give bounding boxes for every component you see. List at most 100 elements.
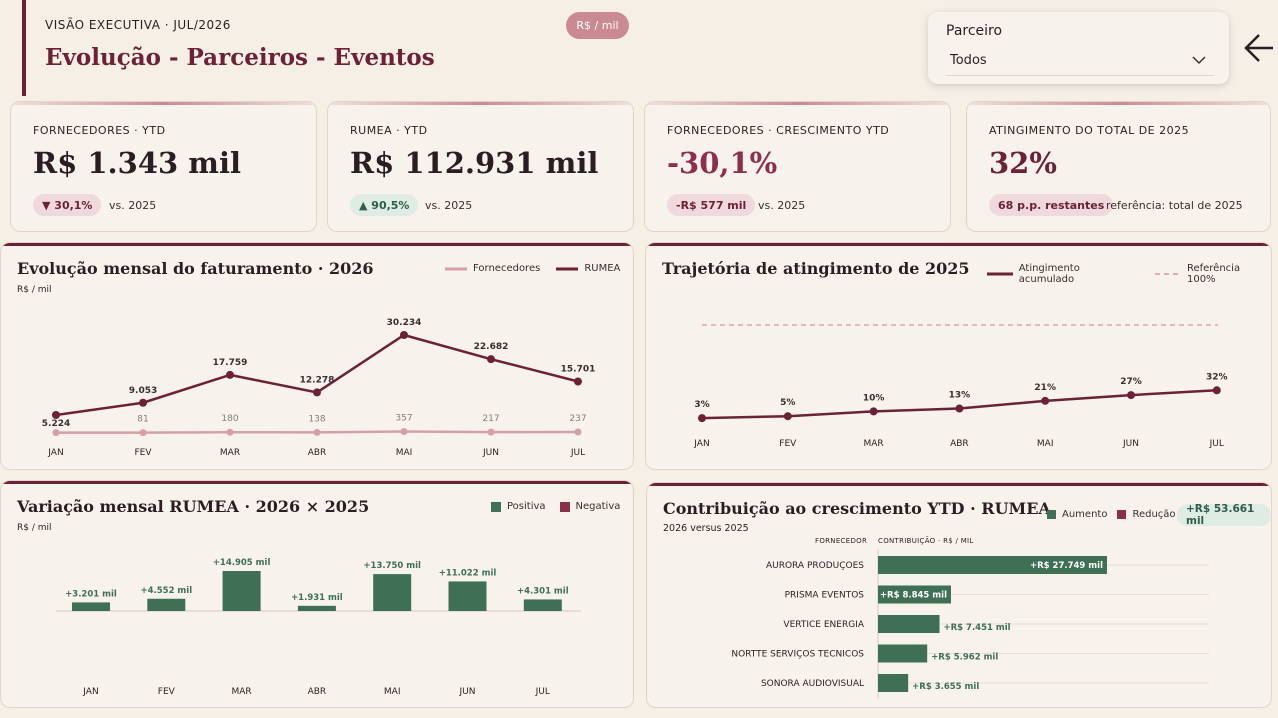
back-arrow-icon[interactable] [1243,32,1275,68]
kpi-value: R$ 112.931 mil [350,146,599,180]
data-label-fornecedores: 81 [137,415,148,425]
x-tick-label: JUL [570,448,585,458]
column-header-supplier: FORNECEDOR [815,537,868,545]
data-label-atingimento: 10% [863,393,885,403]
data-label-rumea: 22.682 [474,342,509,352]
data-label-contribution: +R$ 27.749 mil [1030,561,1103,571]
data-label-rumea: 15.701 [561,364,596,374]
kpi-note: referência: total de 2025 [1106,199,1243,212]
data-point-atingimento [1041,396,1050,405]
data-point-rumea [487,355,495,364]
variation-chart: +3.201 mil +4.552 mil +14.905 mil +1.931 mi… [56,558,581,697]
chart-unit: R$ / mil [17,523,52,533]
card-accent [646,243,1271,246]
data-label-variation: +1.931 mil [291,593,343,603]
data-label-variation: +14.905 mil [213,558,271,568]
data-label-fornecedores: 237 [569,414,586,424]
column-header-contribution: CONTRIBUIÇÃO · R$ / MIL [878,537,974,545]
header-accent-bar [22,0,26,96]
x-tick-label: JUN [482,448,499,458]
data-label-rumea: 17.759 [213,358,248,368]
legend-swatch-negativa [559,501,570,512]
kpi-note: vs. 2025 [758,199,806,212]
x-tick-label: MAI [396,448,413,458]
legend-label: Referência 100% [1186,263,1241,285]
chart-legend: Aumento Redução [1047,509,1176,520]
partner-filter: Parceiro Todos [928,12,1229,84]
legend-label: Atingimento acumulado [1018,263,1080,285]
data-point-atingimento [698,414,706,423]
data-point-fornecedores [52,429,60,437]
partner-filter-label: Parceiro [946,23,1003,39]
x-tick-label: FEV [158,687,176,697]
kpi-note: vs. 2025 [109,199,157,212]
data-label-rumea: 5.224 [42,419,70,429]
kpi-label: ATINGIMENTO DO TOTAL DE 2025 [989,124,1190,137]
kpi-accent [328,102,633,105]
chart-subtitle: 2026 versus 2025 [663,523,749,534]
supplier-label: SONORA AUDIOVISUAL [761,679,864,689]
x-tick-label: MAI [384,687,401,697]
bar-variation [297,605,336,611]
data-point-fornecedores [574,428,582,436]
data-label-contribution: +R$ 5.962 mil [931,653,998,663]
kpi-card-fornecedores-ytd: FORNECEDORES · YTD R$ 1.343 mil ▼ 30,1% … [10,101,317,232]
x-tick-label: JUN [459,687,476,697]
legend-swatch-referencia [1155,273,1181,275]
bar-variation [147,598,186,611]
legend-label: RUMEA [584,263,621,274]
supplier-label: VERTICE ENERGIA [783,620,864,630]
kpi-remaining-badge: 68 p.p. restantes [989,194,1114,216]
supplier-label: AURORA PRODUÇOES [766,561,864,571]
data-label-atingimento: 21% [1034,383,1056,393]
kpi-value: R$ 1.343 mil [33,146,241,180]
x-tick-label: ABR [950,439,969,449]
x-tick-label: JUL [535,687,550,697]
kpi-label: RUMEA · YTD [350,124,428,137]
contribution-total-badge: +R$ 53.661 mil [1177,503,1271,527]
bar-contribution [878,615,940,633]
bar-contribution [878,585,951,604]
data-label-variation: +3.201 mil [65,589,117,599]
x-tick-label: JAN [693,439,709,449]
x-tick-label: JAN [82,687,98,697]
data-point-fornecedores [313,428,321,436]
data-label-rumea: 12.278 [300,375,335,385]
data-label-variation: +13.750 mil [363,561,421,571]
page-title: Evolução - Parceiros - Eventos [45,44,435,71]
chevron-down-icon [1192,54,1206,69]
data-label-variation: +4.552 mil [140,586,192,596]
data-point-fornecedores [139,429,147,437]
partner-filter-select[interactable]: Todos [946,46,1214,76]
unit-pill: R$ / mil [566,12,629,39]
legend-label: Fornecedores [473,263,541,274]
x-tick-label: MAR [220,448,240,458]
bar-contribution [878,556,1107,574]
x-tick-label: MAI [1037,439,1054,449]
data-label-fornecedores: 217 [482,414,499,424]
legend-label: Aumento [1062,509,1108,520]
x-tick-label: ABR [308,687,327,697]
card-accent [1,481,633,484]
chart-card-monthly-revenue: Evolução mensal do faturamento · 2026 R$… [0,242,634,470]
partner-filter-value: Todos [950,53,987,68]
chart-title: Trajetória de atingimento de 2025 [662,259,970,278]
data-label-atingimento: 5% [780,398,795,408]
x-tick-label: MAR [232,687,252,697]
data-label-fornecedores: 180 [221,414,238,424]
legend-swatch-positiva [491,501,501,512]
bar-variation [72,602,110,611]
kpi-label: FORNECEDORES · YTD [33,124,166,137]
trajectory-chart: 3% 5% 10% 13% 21% 27% 32% JAN FEV MAR ABR MAI JUN JUL [693,324,1228,449]
kpi-value: 32% [989,146,1057,180]
supplier-label: NORTTE SERVIÇOS TECNICOS [731,650,864,660]
bar-contribution [878,644,928,663]
data-point-rumea [52,411,60,419]
x-tick-label: JAN [47,448,63,458]
legend-label: Positiva [507,501,546,512]
data-label-atingimento: 27% [1120,377,1142,387]
data-point-atingimento [869,407,878,416]
chart-legend: Positiva Negativa [491,501,620,512]
x-tick-label: ABR [308,448,327,458]
legend-label: Negativa [575,501,621,512]
